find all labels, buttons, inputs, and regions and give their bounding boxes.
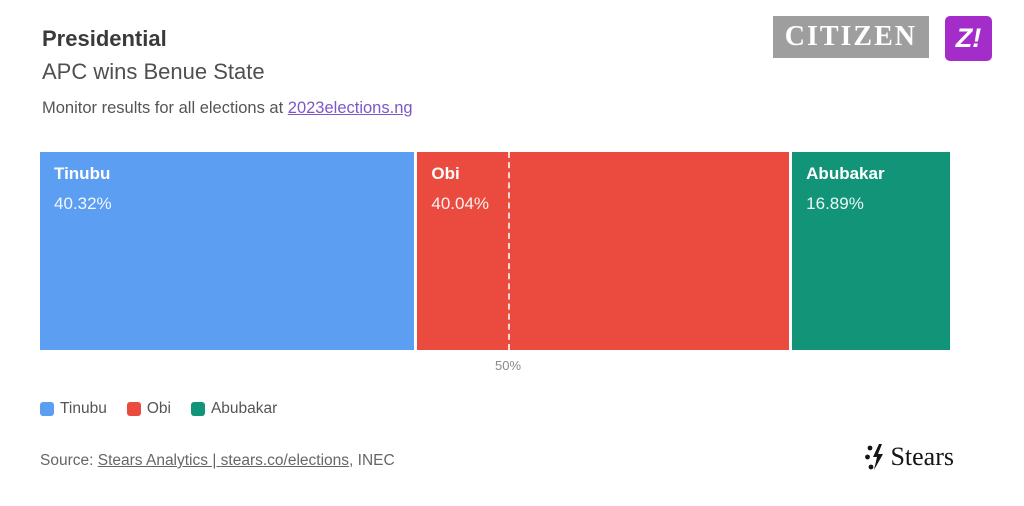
stears-wordmark: Stears bbox=[890, 442, 954, 471]
segment-value: 16.89% bbox=[806, 194, 864, 213]
legend-label: Tinubu bbox=[60, 400, 107, 417]
stacked-bar-chart: Tinubu 40.32% Obi 40.04% Abubakar 16.89% bbox=[40, 152, 976, 350]
bar-segment-obi: Obi 40.04% bbox=[417, 152, 793, 350]
citizen-logo: CITIZEN bbox=[772, 16, 929, 58]
elections-link[interactable]: 2023elections.ng bbox=[287, 99, 413, 118]
stears-logo: Stears bbox=[864, 442, 954, 472]
legend-swatch-green-icon bbox=[190, 402, 205, 416]
legend-label: Abubakar bbox=[210, 400, 278, 417]
stears-elections-link[interactable]: stears.co/elections bbox=[220, 452, 350, 469]
brand-logos: CITIZEN Z! bbox=[772, 16, 992, 61]
legend-item-obi: Obi bbox=[126, 400, 171, 418]
legend-item-abubakar: Abubakar bbox=[190, 400, 278, 418]
segment-value: 40.32% bbox=[54, 194, 112, 213]
bar-segment-tinubu: Tinubu 40.32% bbox=[40, 152, 418, 350]
source-suffix: , INEC bbox=[349, 452, 395, 469]
axis-tick-label: 50% bbox=[494, 358, 522, 373]
legend: Tinubu Obi Abubakar bbox=[40, 400, 277, 418]
legend-label: Obi bbox=[146, 400, 171, 417]
zikoko-logo: Z! bbox=[945, 16, 992, 61]
legend-swatch-red-icon bbox=[126, 402, 141, 416]
segment-value: 40.04% bbox=[431, 194, 490, 213]
header: Presidential APC wins Benue State Monito… bbox=[42, 26, 413, 118]
segment-label: Obi bbox=[431, 164, 460, 183]
fifty-percent-reference-line bbox=[508, 152, 510, 350]
page-title: Presidential bbox=[42, 26, 167, 51]
monitor-text: Monitor results for all elections at bbox=[42, 99, 288, 118]
source-separator: | bbox=[208, 452, 221, 469]
source-prefix: Source: bbox=[40, 452, 98, 469]
monitor-line: Monitor results for all elections at 202… bbox=[42, 99, 413, 118]
segment-label: Abubakar bbox=[806, 164, 885, 183]
page-subtitle: APC wins Benue State bbox=[42, 59, 265, 85]
stears-bolt-icon bbox=[864, 442, 888, 472]
legend-item-tinubu: Tinubu bbox=[40, 400, 107, 418]
legend-swatch-blue-icon bbox=[40, 402, 54, 416]
segment-label: Tinubu bbox=[54, 164, 111, 183]
bar-segment-abubakar: Abubakar 16.89% bbox=[792, 152, 951, 350]
stears-analytics-link[interactable]: Stears Analytics bbox=[97, 452, 209, 469]
source-line: Source: Stears Analytics | stears.co/ele… bbox=[40, 452, 395, 470]
